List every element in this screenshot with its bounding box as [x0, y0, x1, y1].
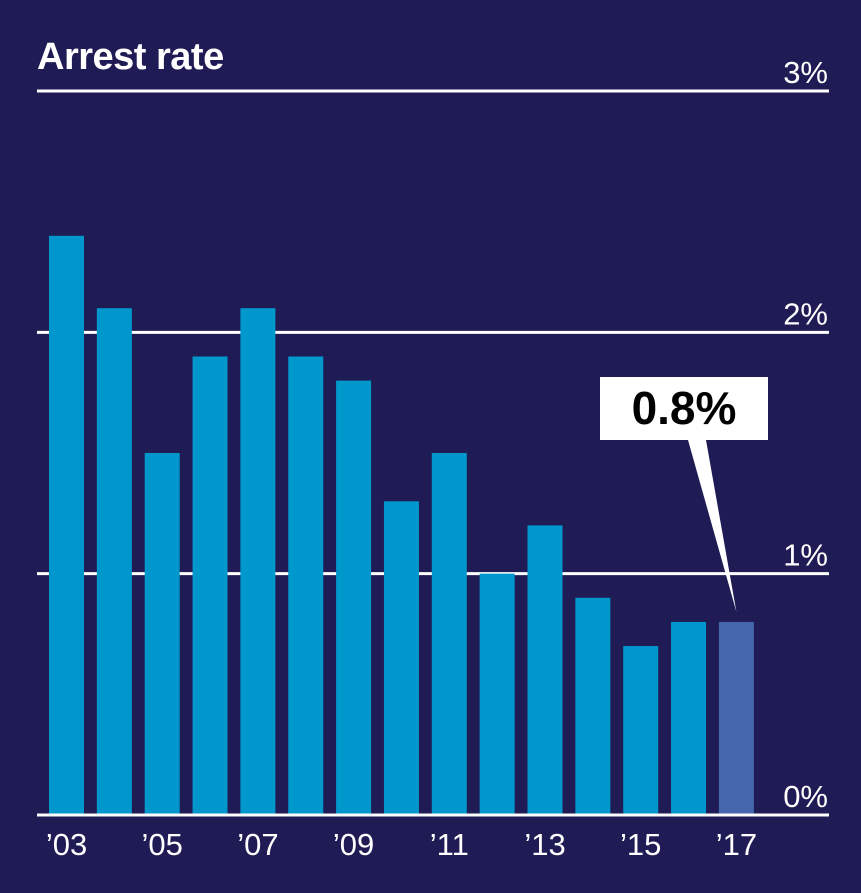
- chart-title: Arrest rate: [37, 36, 224, 78]
- bar: [671, 621, 707, 815]
- x-tick-label: ’17: [716, 827, 757, 862]
- bar: [383, 501, 419, 815]
- callout-box: [600, 377, 768, 440]
- bar: [49, 235, 84, 816]
- x-tick-label: ’15: [620, 827, 661, 862]
- x-tick-label: ’11: [430, 827, 469, 862]
- bar: [96, 308, 132, 815]
- callout-label: 0.8%: [632, 382, 737, 434]
- bar: [144, 453, 180, 815]
- y-tick-label: 3%: [783, 55, 828, 90]
- bar: [479, 573, 515, 815]
- bar: [575, 597, 611, 815]
- x-tick-label: ’07: [237, 827, 278, 862]
- x-tick-label: ’03: [46, 827, 87, 862]
- bar: [623, 646, 659, 815]
- callout-pointer: [688, 440, 737, 612]
- axis-labels: 0% 1% 2% 3% ’03 ’05 ’07 ’09 ’11 ’13 ’15 ’17: [46, 55, 828, 862]
- callout: 0.8%: [600, 377, 768, 612]
- bar: [192, 356, 228, 815]
- y-tick-label: 2%: [783, 296, 828, 331]
- bar-highlight: [718, 621, 754, 815]
- x-tick-label: ’05: [142, 827, 183, 862]
- bar: [240, 308, 276, 815]
- bars: [37, 235, 829, 817]
- bar: [336, 380, 372, 815]
- y-tick-label: 1%: [783, 538, 828, 573]
- x-tick-label: ’13: [524, 827, 565, 862]
- bar: [431, 453, 467, 815]
- bar: [527, 525, 563, 815]
- bar: [288, 356, 324, 815]
- x-tick-label: ’09: [333, 827, 374, 862]
- y-tick-label: 0%: [783, 779, 828, 814]
